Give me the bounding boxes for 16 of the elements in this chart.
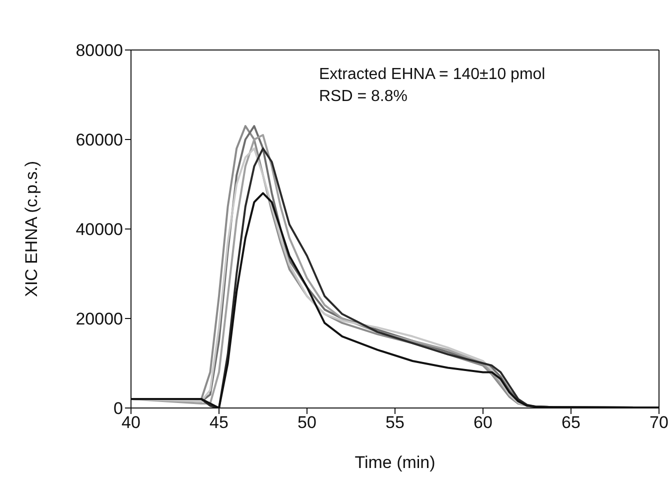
x-tick-label: 40 (122, 413, 140, 432)
annotation: RSD = 8.8% (319, 87, 408, 107)
x-tick-label: 55 (386, 413, 404, 432)
x-axis-title: Time (min) (354, 453, 436, 472)
y-tick-label: 0 (114, 399, 123, 418)
x-tick-label: 45 (210, 413, 228, 432)
y-tick-label: 40000 (76, 220, 123, 240)
y-tick-label: 20000 (76, 310, 123, 329)
y-axis-title: XIC EHNA (c.p.s.) (22, 160, 42, 298)
y-tick-label: 80000 (76, 41, 123, 60)
x-tick-label: 65 (562, 413, 580, 432)
y-tick-label: 60000 (76, 130, 123, 150)
annotation: Extracted EHNA = 140±10 pmol (319, 65, 546, 85)
x-tick-label: 50 (298, 413, 316, 432)
x-tick-label: 60 (474, 413, 492, 432)
x-tick-label: 70 (650, 413, 668, 432)
